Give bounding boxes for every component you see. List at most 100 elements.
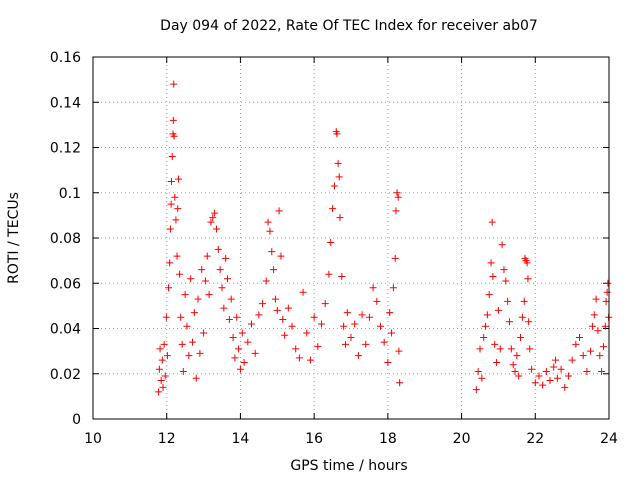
data-point [561, 383, 569, 391]
y-tick-label: 0.06 [50, 276, 81, 292]
data-point [391, 254, 399, 262]
data-point [520, 297, 528, 305]
data-point [170, 80, 178, 88]
data-point [281, 331, 289, 339]
data-point [268, 248, 276, 256]
data-point [568, 356, 576, 364]
data-point [172, 216, 180, 224]
data-point [602, 297, 610, 305]
y-tick-label: 0.1 [59, 186, 81, 202]
data-point [351, 320, 359, 328]
data-point [603, 288, 611, 296]
data-point [163, 352, 171, 360]
data-point [222, 254, 230, 262]
data-point [330, 182, 338, 190]
data-point [157, 377, 165, 385]
x-tick-label: 18 [379, 431, 397, 447]
data-point [513, 352, 521, 360]
data-point [218, 284, 226, 292]
data-point [329, 205, 337, 213]
data-point [340, 322, 348, 330]
data-point [502, 277, 510, 285]
grid [93, 57, 609, 419]
data-point [394, 193, 402, 201]
data-point [489, 272, 497, 280]
data-point [259, 300, 267, 308]
data-point [165, 284, 173, 292]
data-point [288, 322, 296, 330]
data-point [201, 277, 209, 285]
data-point [523, 259, 531, 267]
y-tick-label: 0.16 [50, 50, 81, 66]
data-point [528, 365, 536, 373]
x-tick-label: 14 [232, 431, 250, 447]
data-point [515, 372, 523, 380]
data-point [542, 367, 550, 375]
data-point [557, 365, 565, 373]
data-point [483, 311, 491, 319]
data-point [498, 241, 506, 249]
data-point [236, 365, 244, 373]
data-point [173, 252, 181, 260]
data-point [224, 275, 232, 283]
data-point [277, 252, 285, 260]
data-point [310, 313, 318, 321]
data-point [588, 322, 596, 330]
data-point [200, 329, 208, 337]
data-point [273, 306, 281, 314]
data-point [496, 345, 504, 353]
data-point [526, 345, 534, 353]
data-point [266, 227, 274, 235]
data-points [155, 80, 613, 396]
y-tick-label: 0 [72, 412, 81, 428]
data-point [598, 367, 606, 375]
data-point [303, 329, 311, 337]
data-point [238, 329, 246, 337]
data-point [380, 338, 388, 346]
data-point [592, 295, 600, 303]
data-point [168, 153, 176, 161]
data-point [376, 322, 384, 330]
data-point [166, 259, 174, 267]
y-tick-label: 0.08 [50, 231, 81, 247]
data-point [168, 177, 176, 185]
data-point [192, 374, 200, 382]
data-point [511, 367, 519, 375]
data-point [539, 381, 547, 389]
data-point [161, 372, 169, 380]
data-point [583, 367, 591, 375]
data-point [167, 200, 175, 208]
data-point [295, 354, 303, 362]
data-point [189, 338, 197, 346]
data-point [504, 297, 512, 305]
data-point [159, 383, 167, 391]
data-point [156, 345, 164, 353]
data-point [214, 245, 222, 253]
data-point [517, 334, 525, 342]
data-point [472, 386, 480, 394]
data-point [546, 377, 554, 385]
data-point [170, 132, 178, 140]
data-point [524, 275, 532, 283]
data-point [212, 225, 220, 233]
data-point [525, 318, 533, 326]
data-point [176, 270, 184, 278]
data-point [386, 309, 394, 317]
x-tick-label: 16 [305, 431, 323, 447]
data-point [518, 313, 526, 321]
data-point [509, 361, 517, 369]
data-point [478, 374, 486, 382]
data-point [347, 334, 355, 342]
data-point [395, 347, 403, 355]
y-tick-label: 0.12 [50, 141, 81, 157]
data-point [231, 354, 239, 362]
data-point [169, 116, 177, 124]
data-point [314, 343, 322, 351]
data-point [553, 374, 561, 382]
data-point [227, 295, 235, 303]
data-point [240, 358, 248, 366]
data-point [369, 284, 377, 292]
y-tick-label: 0.14 [50, 95, 81, 111]
data-point [601, 322, 609, 330]
